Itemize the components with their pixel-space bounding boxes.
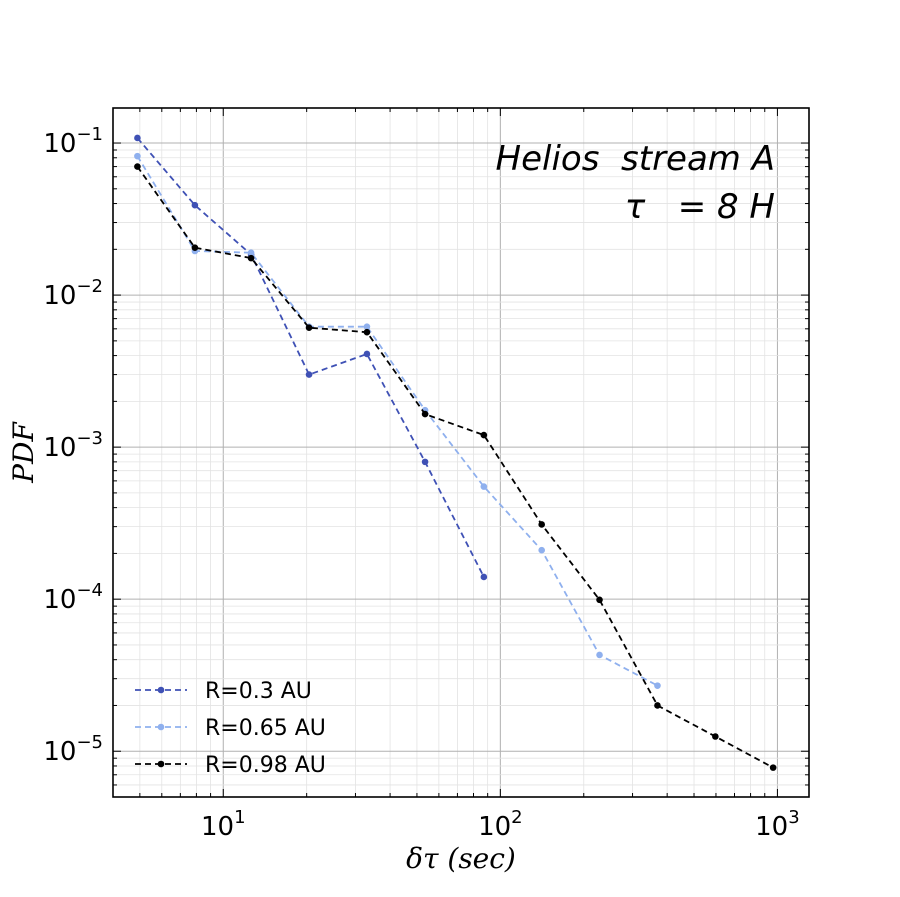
data-point — [363, 323, 371, 330]
data-point — [596, 596, 603, 604]
plot-frame — [112, 107, 810, 798]
y-axis-label: PDF — [7, 421, 40, 484]
data-point — [363, 328, 371, 336]
data-point — [654, 682, 661, 689]
annotations: Helios stream A τ = 8 H — [496, 139, 775, 227]
legend-label: R=0.65 AU — [205, 716, 326, 741]
series-2 — [134, 152, 661, 689]
data-point — [247, 249, 255, 257]
data-point — [480, 573, 488, 581]
data-point — [654, 702, 661, 709]
legend-marker — [157, 760, 165, 768]
ticks: 101 102 103 10−1 10−2 10−3 10−4 10−5 — [43, 108, 809, 842]
data-point — [480, 431, 488, 439]
data-point — [596, 651, 603, 659]
x-tick-label: 102 — [478, 807, 523, 842]
data-point — [191, 201, 199, 209]
data-point — [712, 733, 719, 740]
y-tick-label: 10−4 — [43, 580, 103, 615]
legend-label: R=0.3 AU — [205, 679, 312, 704]
data-point — [421, 410, 429, 418]
data-point — [305, 371, 313, 378]
series-line — [136, 155, 658, 687]
legend-label: R=0.98 AU — [205, 753, 326, 778]
y-tick-label: 10−2 — [43, 276, 103, 311]
data-point — [363, 350, 371, 358]
legend-entry: R=0.98 AU — [135, 753, 326, 778]
y-tick-label: 10−1 — [43, 124, 103, 159]
data-point — [769, 764, 777, 771]
annotation-text: Helios stream A — [496, 139, 775, 179]
series-1 — [134, 134, 488, 581]
x-tick-label: 103 — [755, 807, 800, 842]
legend-marker — [157, 723, 165, 731]
data-point — [247, 254, 255, 262]
series-3 — [134, 163, 777, 771]
data-point — [134, 134, 141, 142]
data-point — [538, 546, 545, 554]
data-point — [305, 324, 313, 332]
series-layer — [134, 134, 777, 771]
x-axis-label: δτ (sec) — [406, 842, 516, 875]
legend-entry: R=0.3 AU — [135, 679, 312, 704]
y-tick-label: 10−5 — [43, 732, 103, 767]
legend: R=0.3 AU R=0.65 AU R=0.98 AU — [135, 679, 326, 778]
series-line — [136, 166, 774, 769]
annotation-text: τ = 8 H — [625, 187, 775, 227]
data-point — [480, 483, 488, 490]
data-point — [538, 521, 545, 528]
data-point — [191, 244, 199, 251]
data-point — [134, 163, 141, 170]
legend-entry: R=0.65 AU — [135, 716, 326, 741]
data-point — [134, 152, 141, 160]
y-tick-label: 10−3 — [43, 428, 103, 463]
data-point — [421, 458, 429, 466]
x-tick-label: 101 — [201, 807, 246, 842]
legend-marker — [157, 686, 165, 694]
